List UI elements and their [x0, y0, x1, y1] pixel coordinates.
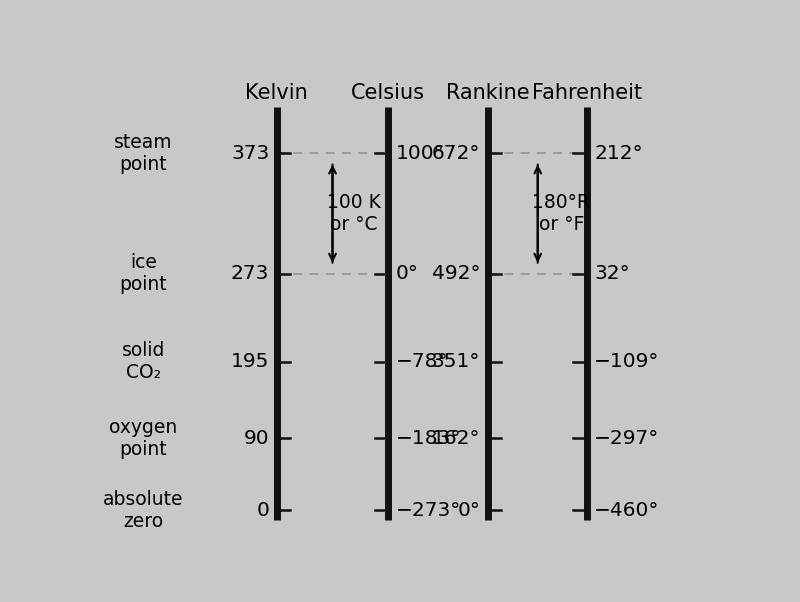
Text: 0°: 0° — [457, 501, 480, 520]
Text: −78°: −78° — [396, 352, 448, 371]
Text: 162°: 162° — [431, 429, 480, 448]
Text: 492°: 492° — [431, 264, 480, 284]
Text: steam
point: steam point — [114, 133, 173, 174]
Text: 212°: 212° — [594, 144, 642, 163]
Text: 672°: 672° — [432, 144, 480, 163]
Text: ice
point: ice point — [119, 253, 167, 294]
Text: solid
CO₂: solid CO₂ — [122, 341, 165, 382]
Text: 373: 373 — [231, 144, 270, 163]
Text: 0°: 0° — [396, 264, 418, 284]
Text: −273°: −273° — [396, 501, 461, 520]
Text: 180°R
or °F: 180°R or °F — [532, 193, 590, 234]
Text: 32°: 32° — [594, 264, 630, 284]
Text: 90: 90 — [244, 429, 270, 448]
Text: Rankine: Rankine — [446, 83, 530, 103]
Text: 351°: 351° — [432, 352, 480, 371]
Text: Fahrenheit: Fahrenheit — [532, 83, 642, 103]
Text: Kelvin: Kelvin — [246, 83, 308, 103]
Text: −297°: −297° — [594, 429, 659, 448]
Text: 195: 195 — [231, 352, 270, 371]
Text: 100°: 100° — [396, 144, 444, 163]
Text: Celsius: Celsius — [351, 83, 426, 103]
Text: −109°: −109° — [594, 352, 659, 371]
Text: absolute
zero: absolute zero — [103, 490, 184, 531]
Text: 100 K
or °C: 100 K or °C — [327, 193, 381, 234]
Text: oxygen
point: oxygen point — [110, 418, 178, 459]
Text: 273: 273 — [231, 264, 270, 284]
Text: 0: 0 — [256, 501, 270, 520]
Text: −460°: −460° — [594, 501, 659, 520]
Text: −183°: −183° — [396, 429, 461, 448]
